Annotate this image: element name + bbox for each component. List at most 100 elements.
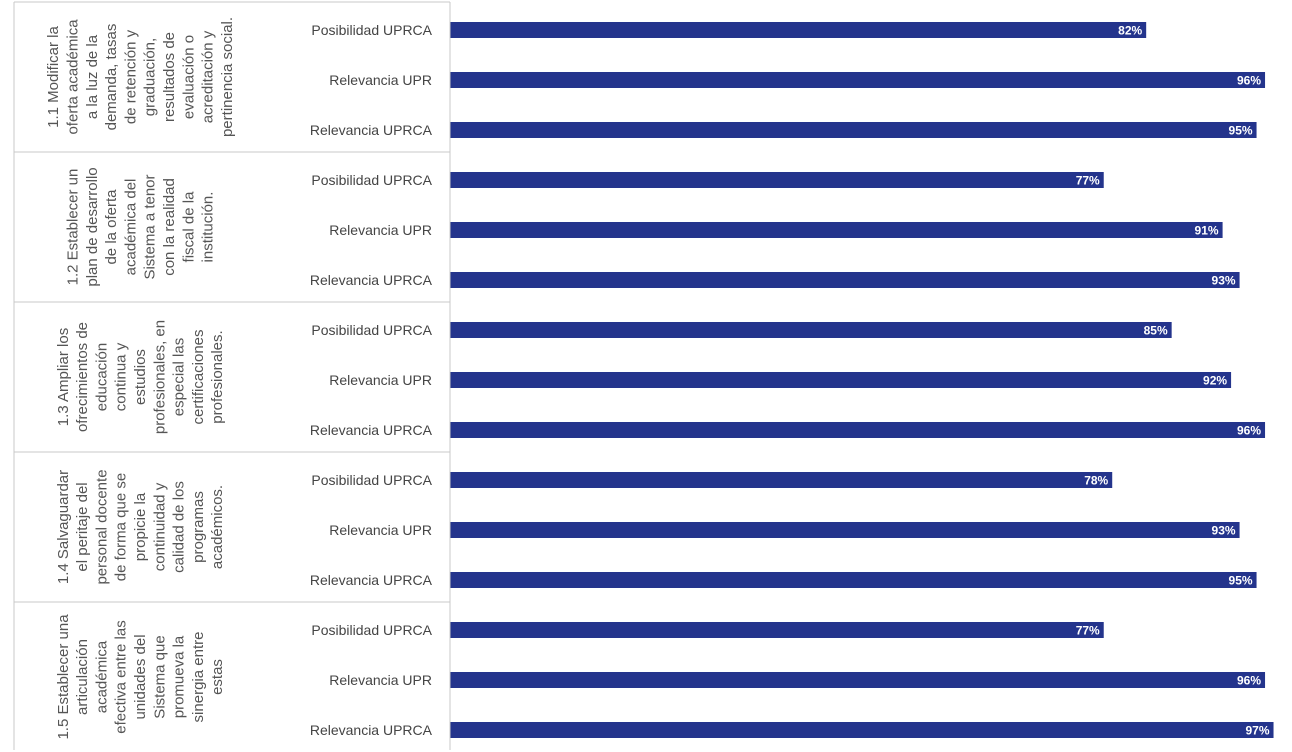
group-label-line: resultados de [161, 32, 178, 122]
group-label-line: de retención y [122, 29, 139, 124]
group-label-line: graduación, [142, 38, 159, 116]
group-label-line: Sistema que [151, 635, 168, 718]
group-label-line: profesionales, en [151, 320, 168, 434]
data-label: 91% [1195, 224, 1219, 238]
data-label: 85% [1144, 324, 1168, 338]
category-label: Relevancia UPRCA [310, 122, 433, 138]
category-label: Relevancia UPRCA [310, 422, 433, 438]
data-label: 96% [1237, 424, 1261, 438]
bar [450, 372, 1232, 388]
data-label: 96% [1237, 674, 1261, 688]
group-label-line: de forma que se [113, 473, 130, 581]
bar [450, 22, 1147, 38]
bar [450, 722, 1274, 738]
group-label-line: 1.1 Modificar la [45, 25, 62, 127]
category-label: Relevancia UPR [329, 372, 432, 388]
group-label-line: unidades del [132, 634, 149, 719]
bar [450, 522, 1240, 538]
bar [450, 222, 1223, 238]
bar [450, 172, 1104, 188]
data-label: 95% [1229, 574, 1253, 588]
group-label-line: a la luz de la [84, 34, 101, 119]
bar [450, 472, 1113, 488]
group-label-line: sinergia entre [190, 632, 207, 723]
category-label: Posibilidad UPRCA [311, 622, 432, 638]
data-label: 78% [1084, 474, 1108, 488]
group-label-line: 1.3 Ampliar los [55, 328, 72, 426]
group-label-line: programas [190, 491, 207, 563]
category-label: Relevancia UPR [329, 672, 432, 688]
data-label: 77% [1076, 624, 1100, 638]
data-label: 93% [1212, 274, 1236, 288]
group-label-line: 1.2 Establecer un [64, 169, 81, 286]
group-label: 1.1 Modificar la oferta académica a la luz… [45, 17, 236, 137]
category-label: Posibilidad UPRCA [311, 172, 432, 188]
category-label: Posibilidad UPRCA [311, 322, 432, 338]
bar [450, 322, 1172, 338]
category-label: Relevancia UPR [329, 222, 432, 238]
bar [450, 422, 1266, 438]
group-label-line: plan de desarrollo [84, 167, 101, 286]
category-label: Relevancia UPRCA [310, 272, 433, 288]
data-label: 93% [1212, 524, 1236, 538]
group-label-line: calidad de los [171, 481, 188, 573]
group-label-line: promueva la [171, 635, 188, 718]
group-label-line: acreditación y [200, 30, 217, 123]
group-label-line: continuidad y [151, 482, 168, 571]
group-label-line: académica [93, 640, 110, 713]
group-label-line: personal docente [93, 469, 110, 584]
group-label-line: demanda, tasas [103, 24, 120, 131]
group-label: 1.2 Establecer un plan de desarrollo de la… [64, 167, 216, 286]
category-label: Relevancia UPR [329, 522, 432, 538]
bar [450, 72, 1266, 88]
data-label: 92% [1203, 374, 1227, 388]
category-label: Relevancia UPRCA [310, 572, 433, 588]
category-label: Relevancia UPRCA [310, 722, 433, 738]
bar [450, 572, 1257, 588]
group-label-line: de la oferta [103, 189, 120, 265]
category-label: Posibilidad UPRCA [311, 472, 432, 488]
group-label-line: efectiva entre las [113, 620, 130, 733]
bar-group-4: 1.4 Salvaguardar el peritaje del personal … [14, 469, 1257, 603]
group-label-line: ofrecimientos de [74, 322, 91, 432]
bar-group-1: 1.1 Modificar la oferta académica a la luz… [14, 17, 1266, 153]
data-label: 96% [1237, 74, 1261, 88]
group-label-line: articulación [74, 639, 91, 715]
group-label-line: institución. [200, 192, 217, 263]
group-label-line: Sistema a tenor [142, 174, 159, 279]
group-label-line: académica del [122, 179, 139, 276]
group-label-line: con la realidad [161, 178, 178, 276]
group-label-line: especial las [171, 338, 188, 416]
category-label: Relevancia UPR [329, 72, 432, 88]
bar-group-5: 1.5 Establecer una articulación académica e… [55, 614, 1274, 740]
group-label-line: 1.4 Salvaguardar [55, 470, 72, 584]
group-label: 1.3 Ampliar los ofrecimientos de educación… [55, 320, 226, 434]
data-label: 77% [1076, 174, 1100, 188]
bar-group-3: 1.3 Ampliar los ofrecimientos de educación… [14, 320, 1266, 453]
group-label-line: pertinencia social. [219, 17, 236, 137]
group-label-line: profesionales. [209, 330, 226, 423]
group-label-line: certificaciones [190, 329, 207, 424]
group-label-line: educación [93, 343, 110, 411]
bar [450, 672, 1266, 688]
category-label: Posibilidad UPRCA [311, 22, 432, 38]
group-label-line: estudios [132, 349, 149, 405]
group-label-line: estas [209, 659, 226, 695]
data-label: 97% [1245, 724, 1269, 738]
bar-group-2: 1.2 Establecer un plan de desarrollo de la… [14, 167, 1240, 303]
data-label: 95% [1229, 124, 1253, 138]
group-label-line: 1.5 Establecer una [55, 614, 72, 740]
bar [450, 122, 1257, 138]
group-label-line: propicie la [132, 492, 149, 561]
group-label-line: fiscal de la [180, 191, 197, 263]
group-label-line: el peritaje del [74, 482, 91, 571]
bar [450, 622, 1104, 638]
data-label: 82% [1118, 24, 1142, 38]
group-label-line: oferta académica [64, 19, 81, 135]
group-label-line: académicos. [209, 485, 226, 569]
group-label-line: evaluación o [180, 35, 197, 119]
group-label-line: continua y [113, 342, 130, 411]
group-label: 1.5 Establecer una articulación académica e… [55, 614, 226, 740]
group-label: 1.4 Salvaguardar el peritaje del personal … [55, 469, 226, 584]
